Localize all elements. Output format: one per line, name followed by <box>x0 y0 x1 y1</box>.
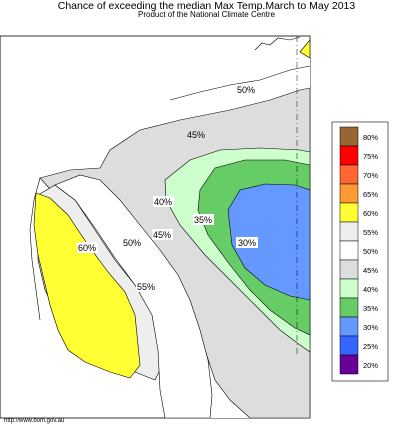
zone-30 <box>227 183 310 301</box>
legend-label: 75% <box>363 152 378 161</box>
legend-swatch <box>339 316 359 337</box>
map-subtitle: Product of the National Climate Centre <box>138 10 275 19</box>
legend-frame <box>331 121 389 382</box>
legend-label: 60% <box>363 209 378 218</box>
label-55: 55% <box>137 282 155 292</box>
legend-label: 70% <box>363 171 378 180</box>
label-30: 30% <box>238 238 256 248</box>
legend-swatch <box>339 354 359 375</box>
label-50-north: 50% <box>237 85 255 95</box>
legend-label: 50% <box>363 247 378 256</box>
contour-labels: 50% 45% 40% 35% 30% 45% 50% 60% 55% <box>77 84 258 292</box>
credit-url: http://www.bom.gov.au <box>4 418 65 424</box>
legend-swatch <box>339 297 359 318</box>
zone-60-northeast <box>299 39 310 59</box>
map-title: Chance of exceeding the median Max Temp.… <box>57 0 356 12</box>
label-40: 40% <box>154 197 172 207</box>
legend-swatch <box>339 335 359 356</box>
legend-label: 30% <box>363 323 378 332</box>
legend-swatch <box>339 278 359 299</box>
legend-swatch <box>339 126 359 147</box>
legend-swatch <box>339 183 359 204</box>
legend-swatch <box>339 221 359 242</box>
legend-swatch <box>339 240 359 261</box>
legend-swatch <box>339 202 359 223</box>
label-45-mid: 45% <box>153 230 171 240</box>
legend-swatch <box>339 145 359 166</box>
zone-50-west <box>54 174 213 418</box>
legend: 80% 75% 70% 65% 60% 55% 50% 45% 40% 35% 30% 25% 20% <box>331 121 389 382</box>
coastline-detail <box>254 36 301 51</box>
legend-label: 65% <box>363 190 378 199</box>
legend-label: 35% <box>363 304 378 313</box>
legend-label: 20% <box>363 361 378 370</box>
legend-label: 80% <box>363 133 378 142</box>
legend-label: 45% <box>363 266 378 275</box>
label-50-mid: 50% <box>123 238 141 248</box>
legend-label: 55% <box>363 228 378 237</box>
legend-label: 25% <box>363 342 378 351</box>
label-45-north: 45% <box>187 130 205 140</box>
legend-label: 40% <box>363 285 378 294</box>
contour-50-north <box>169 65 310 101</box>
label-35: 35% <box>194 215 212 225</box>
coastline-west <box>29 177 41 321</box>
legend-swatch <box>339 164 359 185</box>
legend-swatch <box>339 259 359 280</box>
label-60: 60% <box>78 243 96 253</box>
